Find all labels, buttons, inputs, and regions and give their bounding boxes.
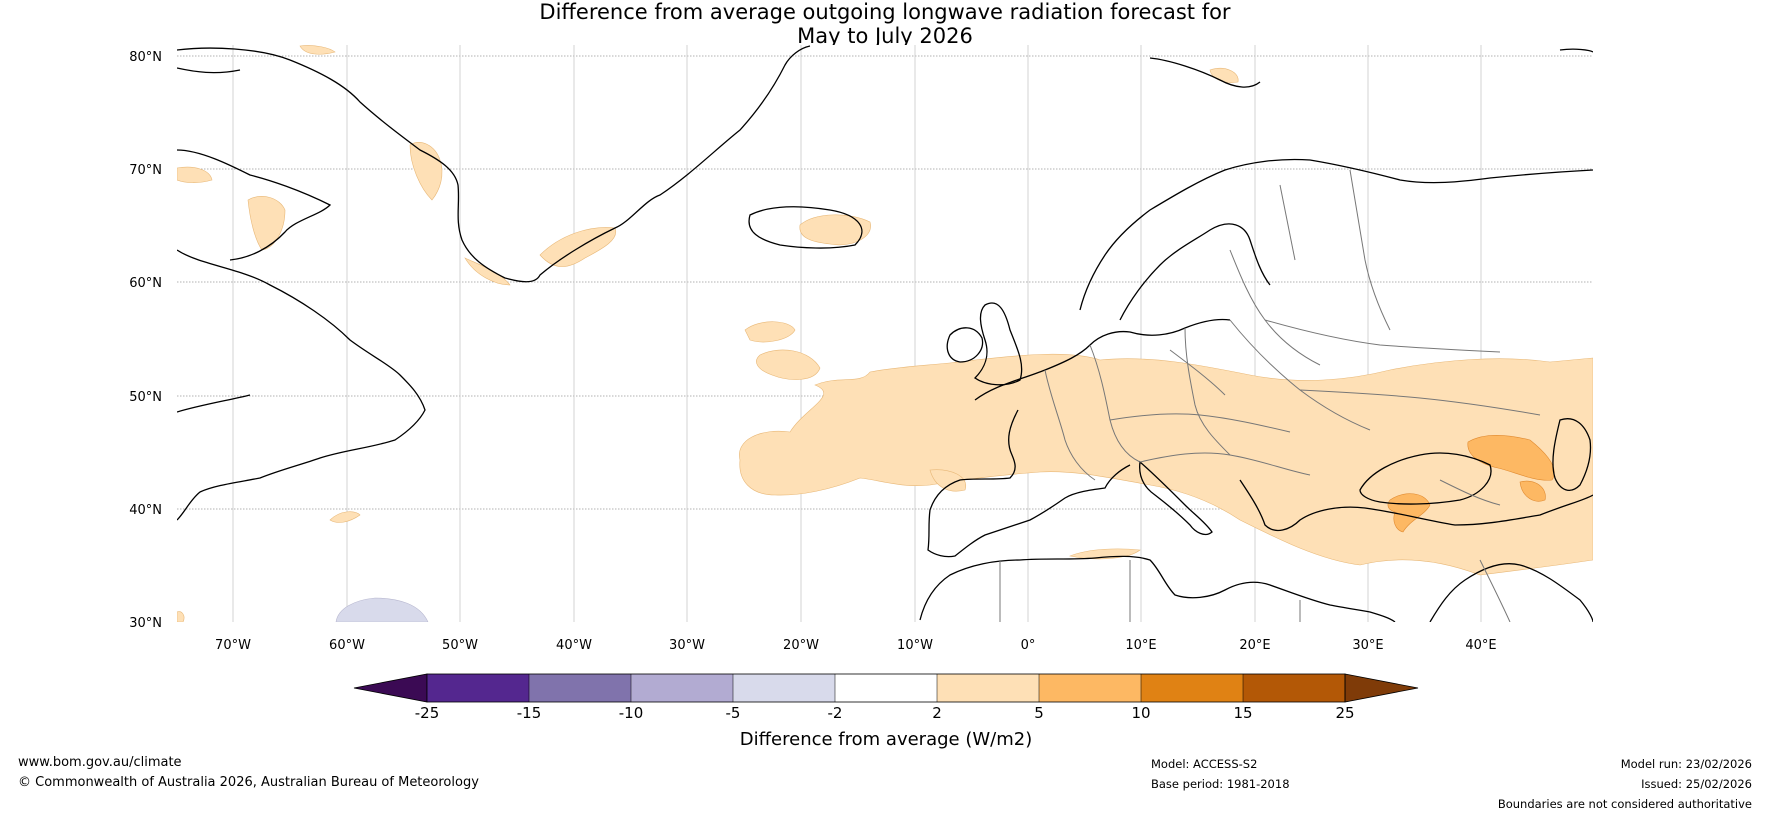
map-title: Difference from average outgoing longwav… bbox=[0, 0, 1770, 48]
colorbar-segment bbox=[427, 674, 529, 702]
lat-label: 80°N bbox=[129, 50, 162, 65]
colorbar-title: Difference from average (W/m2) bbox=[740, 729, 1032, 750]
latitude-labels: 80°N 70°N 60°N 50°N 40°N 30°N bbox=[129, 50, 162, 631]
lon-label: 30°E bbox=[1352, 638, 1383, 653]
lat-label: 50°N bbox=[129, 390, 162, 405]
colorbar-segment bbox=[1039, 674, 1141, 702]
colorbar-tick-label: -15 bbox=[517, 704, 542, 722]
colorbar-tick-label: 25 bbox=[1335, 704, 1354, 722]
colorbar-tick-label: 2 bbox=[932, 704, 942, 722]
lat-label: 40°N bbox=[129, 503, 162, 518]
title-line-2: May to July 2026 bbox=[797, 24, 973, 48]
colorbar-tick-label: -10 bbox=[619, 704, 644, 722]
colorbar-tick-label: -5 bbox=[726, 704, 741, 722]
lon-label: 20°W bbox=[783, 638, 819, 653]
colorbar-segment bbox=[529, 674, 631, 702]
website-link[interactable]: www.bom.gov.au/climate bbox=[18, 755, 182, 770]
lon-label: 70°W bbox=[215, 638, 251, 653]
colorbar-segment bbox=[733, 674, 835, 702]
lon-label: 50°W bbox=[442, 638, 478, 653]
lon-label: 10°E bbox=[1125, 638, 1156, 653]
model-text: Model: ACCESS-S2 bbox=[1151, 757, 1258, 771]
lon-label: 40°E bbox=[1465, 638, 1496, 653]
copyright-text: © Commonwealth of Australia 2026, Austra… bbox=[18, 775, 479, 790]
lon-label: 10°W bbox=[897, 638, 933, 653]
lon-label: 20°E bbox=[1239, 638, 1270, 653]
anomaly-shading-2-to-5 bbox=[177, 45, 1593, 622]
title-line-1: Difference from average outgoing longwav… bbox=[539, 0, 1231, 24]
colorbar-segment bbox=[1141, 674, 1243, 702]
longitude-labels: 70°W 60°W 50°W 40°W 30°W 20°W 10°W 0° 10… bbox=[215, 638, 1497, 653]
model-run-text: Model run: 23/02/2026 bbox=[1620, 757, 1752, 771]
anomaly-shading-neg-5-to-neg-2 bbox=[335, 597, 429, 622]
colorbar-tick-label: 15 bbox=[1233, 704, 1252, 722]
lon-label: 60°W bbox=[329, 638, 365, 653]
colorbar-tick-label: 5 bbox=[1034, 704, 1044, 722]
colorbar-tick-label: 10 bbox=[1131, 704, 1150, 722]
lat-label: 60°N bbox=[129, 276, 162, 291]
colorbar-segment bbox=[631, 674, 733, 702]
lat-label: 30°N bbox=[129, 616, 162, 631]
boundaries-note: Boundaries are not considered authoritat… bbox=[1497, 797, 1752, 811]
lon-label: 30°W bbox=[669, 638, 705, 653]
colorbar-segment bbox=[835, 674, 937, 702]
map-area bbox=[177, 45, 1593, 622]
base-period-text: Base period: 1981-2018 bbox=[1151, 777, 1290, 791]
colorbar-tick-label: -25 bbox=[415, 704, 440, 722]
colorbar-tick-label: -2 bbox=[828, 704, 843, 722]
colorbar: -25 -15 -10 -5 -2 2 5 10 15 25 Differenc… bbox=[353, 673, 1419, 750]
country-borders bbox=[999, 169, 1541, 622]
colorbar-extend-high bbox=[1344, 673, 1419, 703]
coastlines bbox=[177, 45, 1593, 622]
colorbar-extend-low bbox=[353, 673, 428, 703]
colorbar-outline bbox=[426, 673, 1346, 703]
colorbar-segment bbox=[937, 674, 1039, 702]
lon-label: 0° bbox=[1021, 638, 1036, 653]
lon-label: 40°W bbox=[556, 638, 592, 653]
issued-text: Issued: 25/02/2026 bbox=[1641, 777, 1752, 791]
colorbar-segment bbox=[1243, 674, 1345, 702]
lat-label: 70°N bbox=[129, 163, 162, 178]
